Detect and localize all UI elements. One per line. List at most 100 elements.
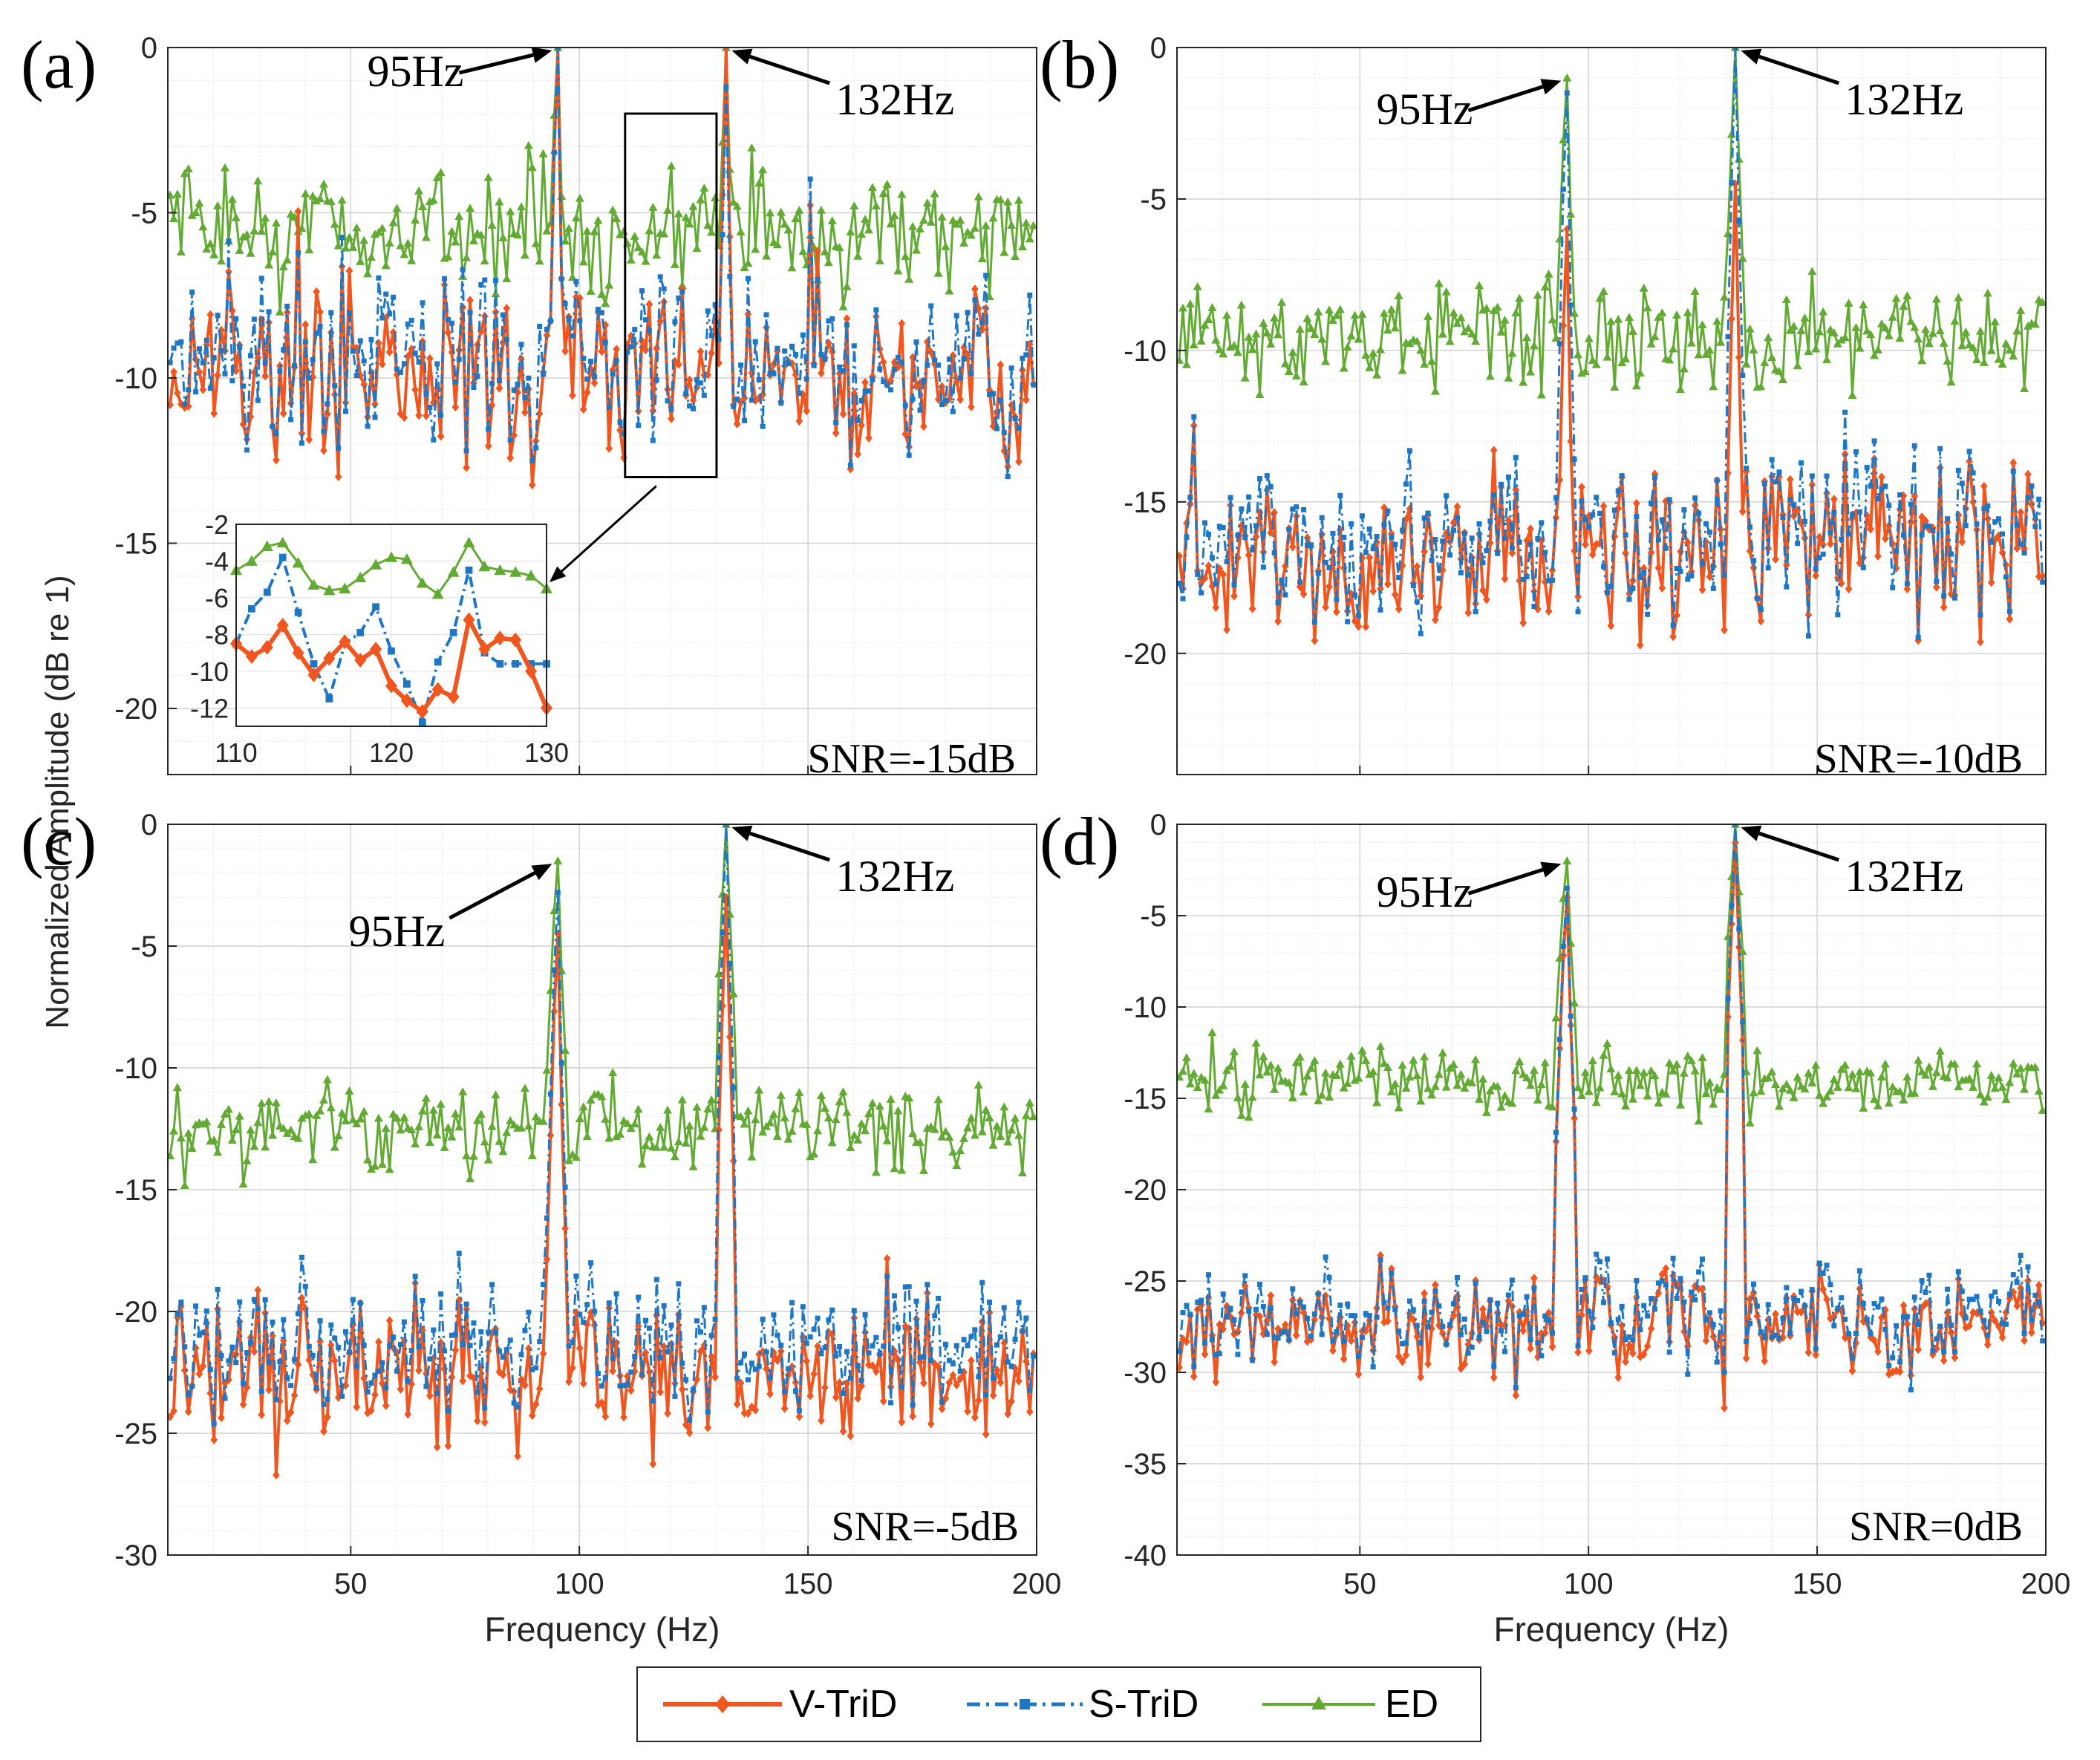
data-point-s-trid <box>357 338 363 344</box>
legend-label-v-trid: V-TriD <box>789 1683 897 1726</box>
data-point-ed <box>454 212 464 220</box>
data-point-v-trid <box>1998 1332 2006 1342</box>
y-tick-label: -15 <box>114 1174 157 1207</box>
data-point-v-trid <box>1556 475 1564 485</box>
data-point-s-trid <box>1703 1317 1709 1323</box>
data-point-v-trid <box>1709 1332 1718 1341</box>
data-point-s-trid <box>1934 578 1940 584</box>
data-point-ed <box>176 247 186 256</box>
data-point-ed <box>1870 351 1879 359</box>
data-point-ed <box>1584 1086 1594 1095</box>
data-point-ed <box>850 201 859 210</box>
data-point-ed <box>1599 1050 1608 1059</box>
data-point-s-trid <box>873 307 879 313</box>
data-point-s-trid <box>1524 1294 1530 1300</box>
data-point-s-trid <box>1297 579 1303 585</box>
data-point-v-trid <box>1248 604 1256 613</box>
data-point-v-trid <box>590 378 599 388</box>
data-point-v-trid <box>605 443 613 453</box>
data-point-ed <box>451 237 460 246</box>
annotation-95hz: 95Hz <box>367 47 463 96</box>
data-point-s-trid <box>932 357 938 363</box>
data-point-s-trid <box>1406 1298 1412 1304</box>
data-point-ed <box>1825 1086 1835 1095</box>
data-point-s-trid <box>1282 592 1288 598</box>
data-point-ed <box>2030 319 2040 328</box>
data-point-ed <box>1686 338 1696 347</box>
data-point-v-trid <box>195 1369 203 1379</box>
data-point-s-trid <box>606 1300 612 1306</box>
inset-point-v-trid <box>416 704 428 720</box>
data-point-v-trid <box>1940 1356 1948 1366</box>
data-point-ed <box>202 244 212 253</box>
data-point-v-trid <box>1622 1357 1629 1366</box>
data-point-s-trid <box>511 1400 517 1406</box>
data-point-ed <box>988 1140 998 1149</box>
data-point-ed <box>1669 1066 1678 1075</box>
data-point-ed <box>612 214 622 222</box>
data-point-ed <box>1957 341 1967 350</box>
data-point-ed <box>1969 1083 1978 1091</box>
data-point-v-trid <box>1015 1376 1023 1386</box>
data-point-ed <box>758 1127 768 1136</box>
data-point-s-trid <box>602 1375 608 1381</box>
data-point-v-trid <box>839 1427 847 1436</box>
data-point-s-trid <box>957 375 963 381</box>
data-point-v-trid <box>832 428 840 438</box>
data-point-s-trid <box>1253 1306 1259 1312</box>
data-point-ed <box>513 230 523 239</box>
data-point-ed <box>1219 349 1228 358</box>
data-point-s-trid <box>668 1322 674 1328</box>
data-point-v-trid <box>1008 1397 1015 1407</box>
data-point-s-trid <box>1945 1286 1951 1292</box>
data-point-ed <box>802 1120 812 1128</box>
data-point-ed <box>220 1109 229 1118</box>
data-point-ed <box>1880 323 1890 332</box>
data-point-v-trid <box>1991 1316 1999 1326</box>
data-point-s-trid <box>296 1311 301 1317</box>
data-point-v-trid <box>974 1395 982 1405</box>
data-point-ed <box>169 1126 179 1135</box>
data-point-ed <box>824 258 833 267</box>
data-point-s-trid <box>452 1332 458 1337</box>
data-point-ed <box>754 178 764 187</box>
panel-b-label: (b) <box>1040 27 1119 102</box>
data-point-ed <box>1288 1093 1297 1102</box>
data-point-s-trid <box>1195 1299 1201 1305</box>
data-point-s-trid <box>1831 509 1837 515</box>
data-point-ed <box>1595 293 1605 302</box>
data-point-ed <box>388 1109 398 1118</box>
data-point-ed <box>451 1109 460 1118</box>
data-point-ed <box>656 1122 665 1131</box>
data-point-ed <box>1017 1168 1027 1177</box>
data-point-v-trid <box>1592 1272 1600 1282</box>
data-point-ed <box>1507 1098 1517 1107</box>
data-point-s-trid <box>628 344 634 350</box>
inset-point-s-trid <box>418 719 426 726</box>
data-point-ed <box>454 1122 464 1131</box>
data-point-s-trid <box>475 374 480 379</box>
data-point-s-trid <box>387 311 393 317</box>
data-point-ed <box>1438 329 1447 338</box>
data-point-s-trid <box>1400 527 1406 533</box>
data-point-s-trid <box>1001 430 1007 436</box>
data-point-s-trid <box>621 431 627 437</box>
data-point-ed <box>985 1113 994 1121</box>
data-point-v-trid <box>1516 576 1524 586</box>
data-point-v-trid <box>1190 1372 1198 1381</box>
data-point-s-trid <box>1744 466 1750 472</box>
data-point-v-trid <box>2021 544 2028 553</box>
data-point-ed <box>1986 1070 1996 1079</box>
data-point-s-trid <box>870 377 875 382</box>
data-point-s-trid <box>1674 566 1680 572</box>
data-point-ed <box>890 1164 899 1173</box>
data-point-ed <box>1551 333 1561 342</box>
data-point-ed <box>1891 293 1901 302</box>
data-point-s-trid <box>720 930 725 936</box>
data-point-s-trid <box>343 408 349 414</box>
data-point-v-trid <box>474 340 481 350</box>
data-point-s-trid <box>1882 483 1888 489</box>
data-point-s-trid <box>1326 565 1332 571</box>
data-point-v-trid <box>1519 618 1527 628</box>
data-point-ed <box>992 1121 1002 1130</box>
